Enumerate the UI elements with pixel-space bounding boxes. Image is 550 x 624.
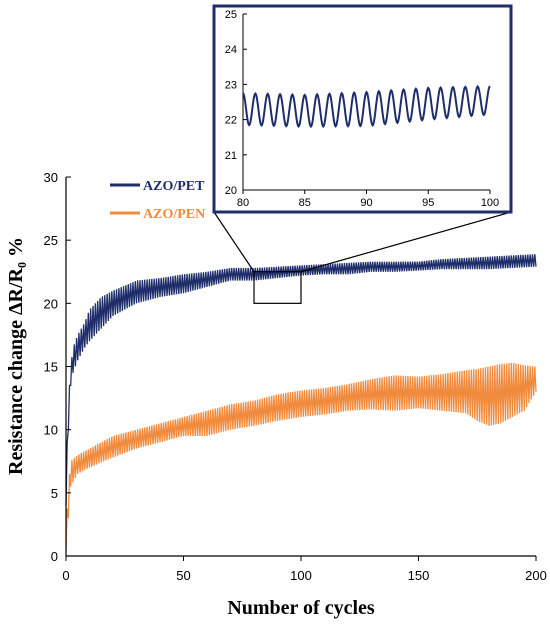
inset-y-tick-label: 24 (225, 44, 237, 56)
legend-label-azo-pet: AZO/PET (143, 179, 205, 194)
y-tick-label: 5 (51, 486, 58, 501)
legend: AZO/PET AZO/PEN (110, 179, 205, 222)
series-line (65, 362, 537, 550)
x-axis-ticks: 0 50 100 150 200 (62, 556, 547, 583)
inset-y-tick-label: 23 (225, 79, 237, 91)
y-axis-title: Resistance change ΔR/R₀ % (5, 237, 27, 475)
x-tick-label: 0 (62, 568, 69, 583)
x-axis-title: Number of cycles (227, 597, 375, 619)
y-tick-label: 25 (44, 233, 58, 248)
inset-x-tick-label: 100 (481, 197, 499, 209)
x-tick-label: 50 (176, 568, 190, 583)
inset-y-tick-label: 22 (225, 115, 237, 127)
x-tick-label: 150 (408, 568, 430, 583)
zoom-box (253, 271, 302, 304)
x-tick-label: 200 (525, 568, 547, 583)
inset-x-tick-label: 85 (299, 197, 311, 209)
y-tick-label: 10 (44, 423, 58, 438)
inset-x-tick-label: 80 (237, 197, 249, 209)
inset-series-azo-pet (242, 84, 491, 129)
zoom-connector-left (213, 211, 255, 273)
inset-y-tick-label: 20 (225, 185, 237, 197)
y-tick-label: 30 (44, 170, 58, 185)
y-tick-label: 15 (44, 360, 58, 375)
inset-x-axis-ticks: 80 85 90 95 100 (237, 190, 499, 209)
inset-x-tick-label: 95 (422, 197, 434, 209)
inset-y-tick-label: 21 (225, 150, 237, 162)
y-axis-ticks: 0 5 10 15 20 25 30 (44, 170, 71, 564)
main-plot: 0 5 10 15 20 25 30 0 50 100 150 200 Number of cycl… (5, 170, 547, 619)
zoom-connector-right (300, 211, 512, 273)
y-tick-label: 0 (51, 549, 58, 564)
inset-plot: 20 21 22 23 24 25 80 85 90 95 100 (212, 4, 513, 214)
inset-y-tick-label: 25 (225, 9, 237, 21)
y-tick-label: 20 (44, 296, 58, 311)
inset-y-axis-ticks: 20 21 22 23 24 25 (225, 9, 247, 197)
legend-label-azo-pen: AZO/PEN (143, 207, 205, 222)
x-tick-label: 100 (290, 568, 312, 583)
inset-x-tick-label: 90 (360, 197, 372, 209)
series-azo-pen (65, 362, 537, 550)
